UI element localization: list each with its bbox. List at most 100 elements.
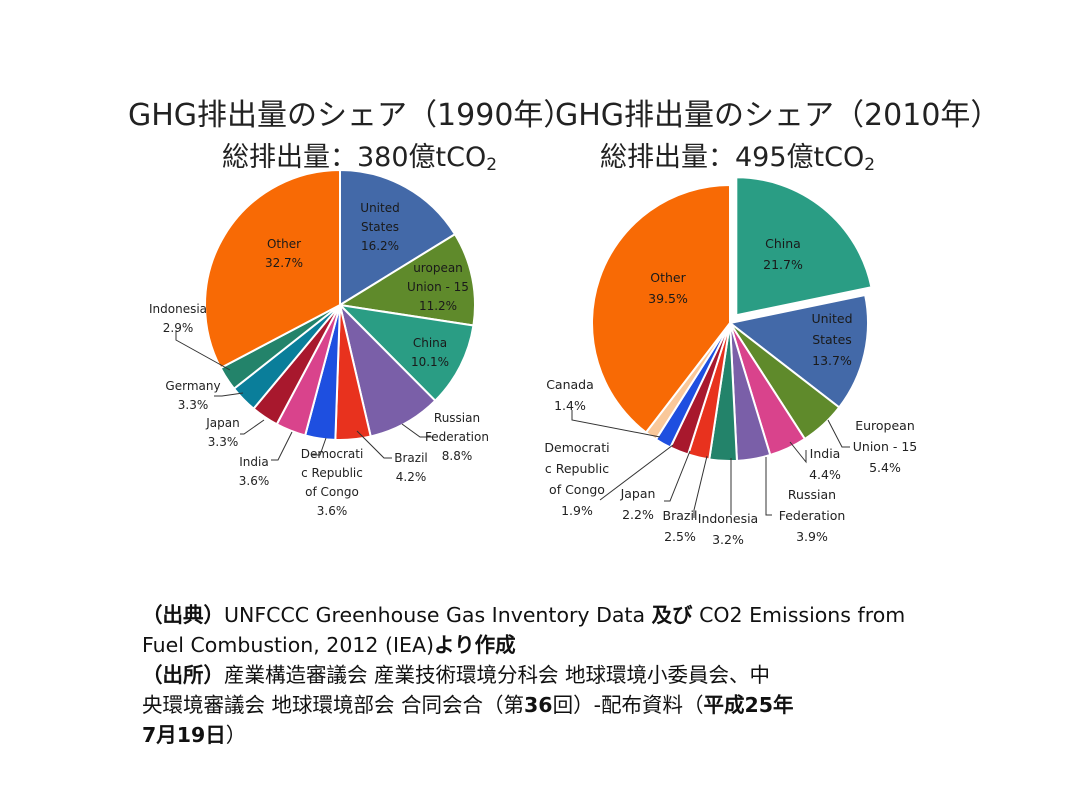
data-label-name-democrati-c-republic-of-congo: c Republic — [545, 461, 609, 476]
pie-slice-china — [735, 176, 873, 317]
data-label-name-other: Other — [267, 237, 301, 251]
data-label-value-brazil: 4.2% — [396, 470, 427, 484]
source-date-text: 7月19日 — [142, 723, 226, 747]
data-label-value-european-union-15: 5.4% — [869, 460, 901, 475]
source-date-text: 平成25年 — [703, 693, 794, 717]
source-text: Fuel Combustion, 2012 (IEA) — [142, 633, 435, 657]
data-label-name-china: China — [765, 236, 801, 251]
leader-line-brazil — [693, 455, 708, 518]
data-label-value-germany: 3.3% — [178, 398, 209, 412]
source-text: 産業構造審議会 産業技術環境分科会 地球環境小委員会、中 — [224, 663, 771, 687]
pie-slice-other — [204, 168, 341, 370]
data-label-name-russian-federation: Russian — [434, 411, 480, 425]
chart-title-1990: GHG排出量のシェア（1990年） — [128, 98, 574, 133]
data-label-name-japan: Japan — [205, 416, 239, 430]
leader-line-democrati-c-republic-of-congo — [312, 437, 327, 456]
source-text-and: 及び — [651, 603, 693, 627]
leader-line-brazil — [356, 430, 392, 459]
subtitle-subscript: 2 — [864, 155, 876, 175]
data-label-name-united-states: United — [811, 311, 852, 326]
source-line-3: （出所）産業構造審議会 産業技術環境分科会 地球環境小委員会、中 — [142, 660, 972, 690]
leader-line-democrati-c-republic-of-congo — [599, 444, 674, 501]
data-label-value-uropean-union-15: 11.2% — [419, 299, 457, 313]
data-label-name-uropean-union-15: Union - 15 — [407, 280, 469, 294]
pie-slice-united-states — [339, 168, 457, 307]
data-label-name-european-union-15: Union - 15 — [853, 439, 917, 454]
source-line-1: （出典）UNFCCC Greenhouse Gas Inventory Data… — [142, 600, 972, 630]
source-text: UNFCCC Greenhouse Gas Inventory Data — [224, 603, 652, 627]
source-line-4: 央環境審議会 地球環境部会 合同会合（第36回）-配布資料（平成25年 — [142, 690, 972, 720]
data-label-value-japan: 3.3% — [208, 435, 239, 449]
leader-line-canada — [571, 410, 661, 438]
data-label-name-japan: Japan — [620, 486, 656, 501]
leader-line-russian-federation — [765, 457, 772, 516]
pie-slice-united-states — [727, 293, 869, 409]
source-text: ） — [225, 723, 247, 747]
chart-subtitle-1990: 総排出量：380億tCO2 — [222, 135, 497, 175]
data-label-value-india: 3.6% — [239, 474, 270, 488]
data-label-value-brazil: 2.5% — [664, 529, 696, 544]
data-label-value-canada: 1.4% — [554, 398, 586, 413]
source-line-2: Fuel Combustion, 2012 (IEA)より作成 — [142, 630, 972, 660]
data-label-value-democrati-c-republic-of-congo: 3.6% — [317, 504, 348, 518]
source-line-5: 7月19日） — [142, 720, 972, 750]
data-label-value-other: 32.7% — [265, 256, 303, 270]
leader-line-european-union-15 — [827, 419, 850, 448]
data-label-name-democrati-c-republic-of-congo: of Congo — [305, 485, 359, 499]
data-label-name-brazil: Brazil — [663, 508, 698, 523]
data-label-value-united-states: 13.7% — [812, 353, 852, 368]
data-label-value-japan: 2.2% — [622, 507, 654, 522]
data-label-value-indonesia: 3.2% — [712, 532, 744, 547]
data-label-value-russian-federation: 3.9% — [796, 529, 828, 544]
data-label-name-democrati-c-republic-of-congo: Democrati — [301, 447, 364, 461]
data-label-name-china: China — [413, 336, 447, 350]
data-label-name-india: India — [239, 455, 268, 469]
leader-line-russian-federation — [401, 423, 434, 438]
pie-slice-uropean-union-15 — [337, 232, 476, 327]
data-label-name-russian-federation: Federation — [779, 508, 846, 523]
data-label-name-european-union-15: European — [855, 418, 915, 433]
data-label-value-united-states: 16.2% — [361, 239, 399, 253]
source-text: CO2 Emissions from — [692, 603, 906, 627]
leader-line-india — [789, 441, 807, 464]
data-label-name-brazil: Brazil — [394, 451, 428, 465]
data-label-value-democrati-c-republic-of-congo: 1.9% — [561, 503, 593, 518]
subtitle-text: 総排出量：380億tCO — [222, 142, 487, 173]
data-label-value-china: 10.1% — [411, 355, 449, 369]
data-label-value-russian-federation: 8.8% — [442, 449, 473, 463]
pie-slice-china — [337, 303, 475, 403]
source-origin-prefix: （出所） — [142, 663, 224, 687]
data-label-value-india: 4.4% — [809, 467, 841, 482]
data-label-name-united-states: United — [360, 201, 399, 215]
chart-title-2010: GHG排出量のシェア（2010年） — [555, 98, 1001, 133]
data-label-name-democrati-c-republic-of-congo: Democrati — [544, 440, 609, 455]
source-notes: （出典）UNFCCC Greenhouse Gas Inventory Data… — [142, 600, 972, 750]
data-label-value-other: 39.5% — [648, 291, 688, 306]
leader-line-japan — [664, 450, 691, 502]
data-label-value-china: 21.7% — [763, 257, 803, 272]
data-label-name-united-states: States — [812, 332, 852, 347]
subtitle-text: 総排出量：495億tCO — [600, 142, 865, 173]
source-text: 央環境審議会 地球環境部会 合同会合（第 — [142, 693, 525, 717]
data-label-name-russian-federation: Federation — [425, 430, 489, 444]
data-label-name-indonesia: Indonesia — [698, 511, 758, 526]
data-label-name-indonesia: Indonesia — [149, 302, 207, 316]
pie-slice-other — [591, 183, 731, 434]
data-label-name-germany: Germany — [165, 379, 220, 393]
data-label-name-other: Other — [650, 270, 686, 285]
data-label-value-indonesia: 2.9% — [163, 321, 194, 335]
data-label-name-democrati-c-republic-of-congo: of Congo — [549, 482, 605, 497]
source-text: 回）-配布資料（ — [552, 693, 704, 717]
data-label-name-democrati-c-republic-of-congo: c Republic — [301, 466, 363, 480]
data-label-name-russian-federation: Russian — [788, 487, 836, 502]
data-label-name-india: India — [810, 446, 841, 461]
source-text: 36 — [524, 693, 553, 717]
data-label-name-uropean-union-15: uropean — [413, 261, 463, 275]
leader-line-indonesia — [175, 330, 231, 371]
leader-line-japan — [240, 419, 265, 435]
data-label-name-canada: Canada — [546, 377, 594, 392]
chart-subtitle-2010: 総排出量：495億tCO2 — [600, 135, 875, 175]
data-label-name-united-states: States — [361, 220, 399, 234]
